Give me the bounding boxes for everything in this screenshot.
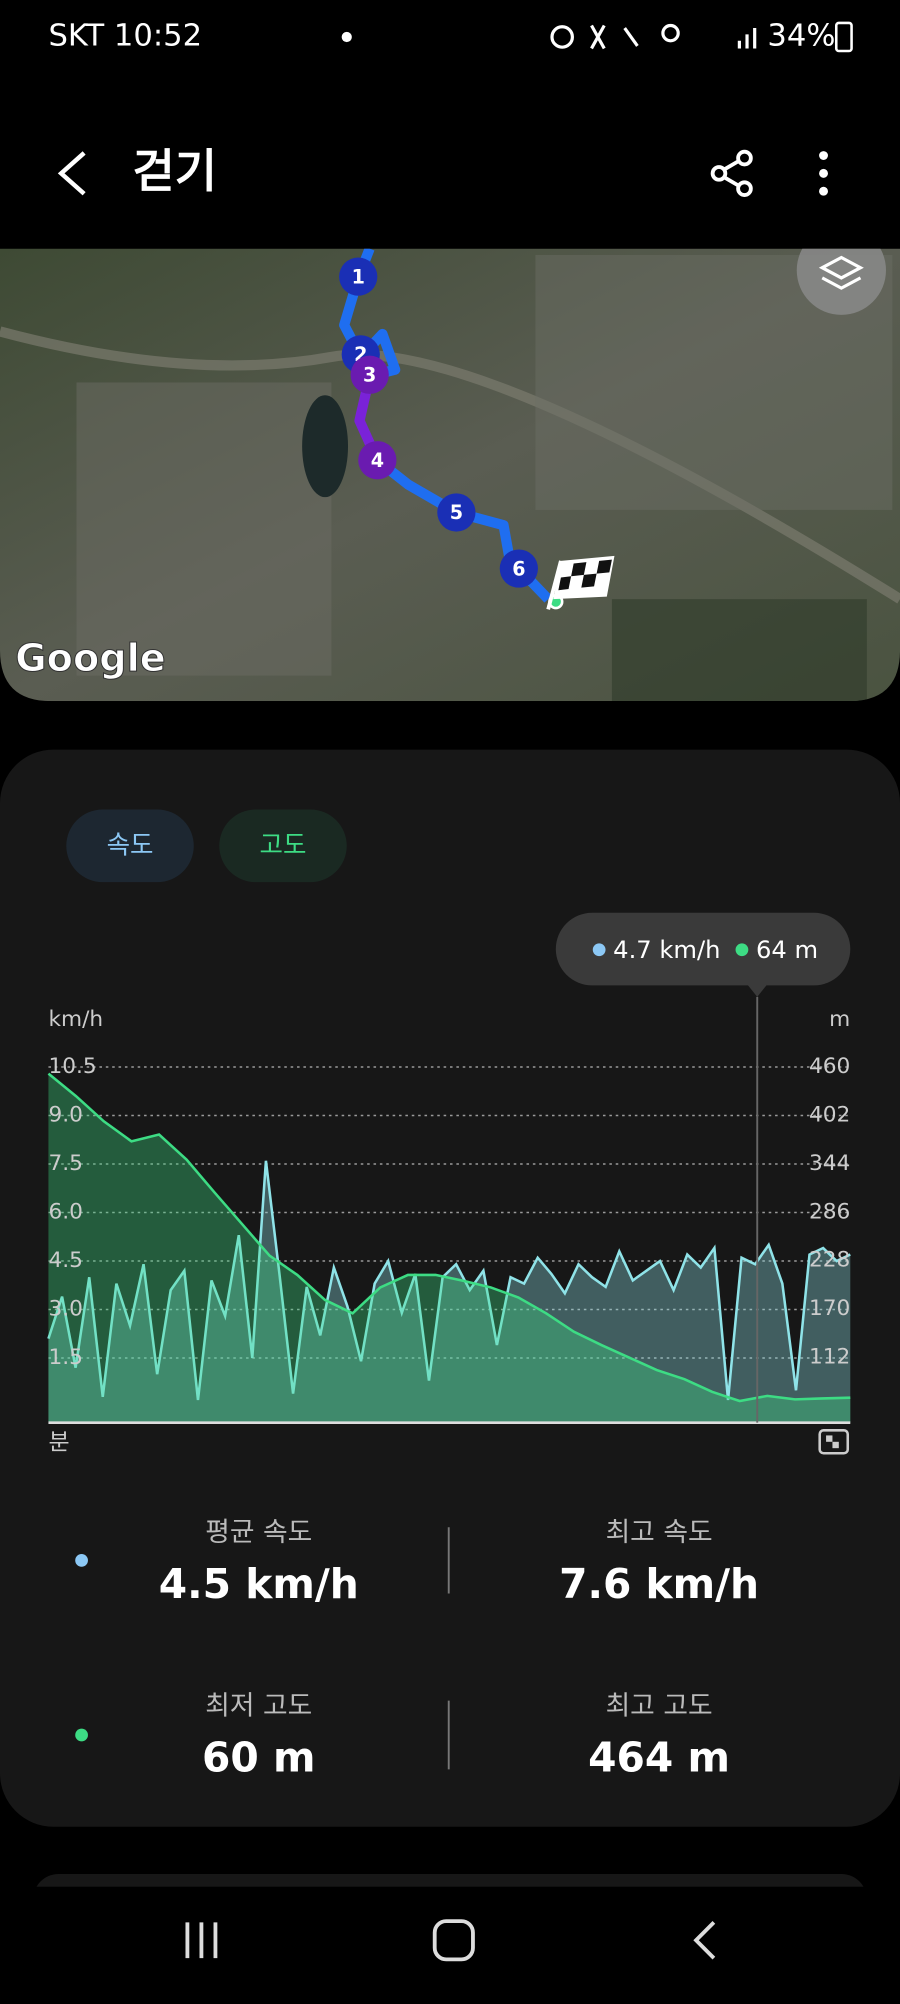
nav-bar xyxy=(0,1886,900,1999)
route-marker-label: 3 xyxy=(363,364,376,387)
y2-tick-label: 170 xyxy=(809,1296,850,1321)
battery-icon xyxy=(834,21,853,53)
more-button[interactable] xyxy=(819,151,828,196)
y2-tick-label: 344 xyxy=(809,1151,850,1176)
stat-label: 최고 속도 xyxy=(606,1517,713,1548)
route-marker xyxy=(350,355,389,394)
stat-dot xyxy=(75,1728,88,1742)
tab-speed[interactable] xyxy=(66,809,194,883)
tab-label[interactable]: 속도 xyxy=(107,830,154,860)
series-area xyxy=(48,1160,851,1423)
page-title: 걷기 xyxy=(133,144,217,198)
route-marker-label: 6 xyxy=(512,557,525,580)
y-axis-title: km/h xyxy=(48,1007,103,1032)
y2-tick-label: 402 xyxy=(809,1102,850,1127)
y-tick-label: 6.0 xyxy=(48,1200,82,1225)
stat-label: 평균 속도 xyxy=(205,1517,312,1548)
tooltip-pointer xyxy=(747,984,768,997)
tooltip xyxy=(555,912,851,986)
route-marker-label: 1 xyxy=(352,265,365,288)
series-line xyxy=(47,1160,851,1401)
status-time: SKT 10:52 xyxy=(48,18,202,53)
route-marker xyxy=(339,257,378,296)
layers-button[interactable] xyxy=(796,226,886,315)
route-marker xyxy=(499,549,538,588)
y-tick-label: 7.5 xyxy=(48,1151,82,1176)
tooltip-speed: 4.7 km/h xyxy=(613,936,720,964)
chart-card xyxy=(0,749,900,1827)
stat-value: 4.5 km/h xyxy=(159,1560,359,1608)
y-tick-label: 3.0 xyxy=(48,1297,82,1322)
tab-altitude[interactable] xyxy=(219,809,347,883)
y2-axis-title: m xyxy=(829,1007,850,1032)
tooltip-dot xyxy=(592,943,606,957)
stat-label: 최고 고도 xyxy=(606,1690,713,1721)
series-area xyxy=(48,1073,851,1423)
y2-tick-label: 286 xyxy=(809,1199,850,1224)
finish-flag xyxy=(546,555,615,610)
series-line xyxy=(47,1072,851,1403)
y2-tick-label: 460 xyxy=(809,1054,850,1079)
stat-value: 7.6 km/h xyxy=(559,1560,759,1608)
x-axis-title: 분 xyxy=(48,1430,69,1456)
nav-buttons[interactable] xyxy=(185,1919,716,1962)
route-marker xyxy=(437,493,476,532)
y2-tick-label: 228 xyxy=(809,1248,850,1273)
stat-dot xyxy=(75,1553,88,1567)
route-marker xyxy=(358,441,397,480)
share-button[interactable] xyxy=(710,149,753,197)
y-tick-label: 1.5 xyxy=(48,1345,82,1370)
y-tick-label: 4.5 xyxy=(48,1248,82,1273)
tab-label[interactable]: 고도 xyxy=(260,830,307,860)
route-marker-label: 4 xyxy=(371,449,384,472)
y2-tick-label: 112 xyxy=(809,1345,850,1370)
y-tick-label: 10.5 xyxy=(48,1054,96,1079)
stat-value: 60 m xyxy=(202,1733,315,1781)
map-attribution: Google xyxy=(15,637,165,681)
finish-icon xyxy=(818,1429,850,1455)
stat-value: 464 m xyxy=(588,1733,730,1781)
y-tick-label: 9.0 xyxy=(48,1103,82,1128)
tooltip-dot xyxy=(735,943,749,957)
battery-level: 34% xyxy=(767,18,835,53)
status-icons xyxy=(550,23,757,50)
status-dot xyxy=(341,31,352,43)
back-button[interactable] xyxy=(57,151,86,196)
tooltip-altitude: 64 m xyxy=(756,936,818,964)
route-marker-label: 5 xyxy=(450,501,463,524)
stat-label: 최저 고도 xyxy=(205,1690,312,1721)
